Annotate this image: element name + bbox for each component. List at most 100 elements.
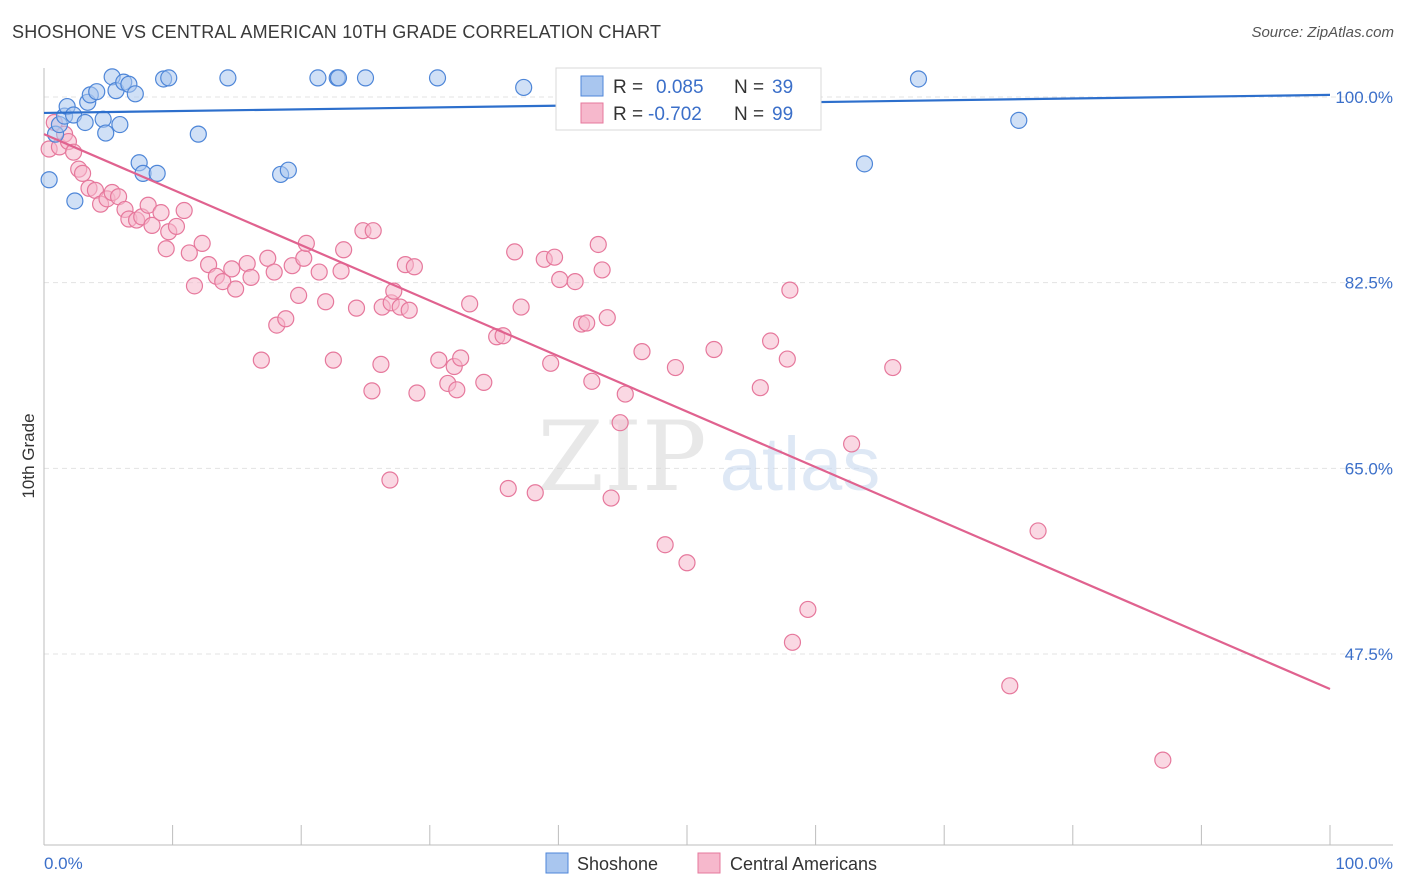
central-americans-point-101 bbox=[843, 435, 861, 453]
shoshone-point-25 bbox=[219, 69, 237, 87]
shoshone-r-value: 0.085 bbox=[656, 77, 704, 98]
central-americans-point-79 bbox=[551, 270, 569, 289]
central-americans-point-51 bbox=[363, 382, 381, 400]
watermark: ZIP atlas bbox=[537, 401, 880, 513]
central-americans-point-63 bbox=[430, 351, 448, 369]
x-tick-label-1: 100.0% bbox=[1335, 854, 1393, 873]
central-americans-point-72 bbox=[499, 479, 517, 498]
central-americans-point-75 bbox=[526, 484, 544, 502]
axes bbox=[43, 68, 1393, 846]
watermark-atlas: atlas bbox=[720, 422, 881, 507]
central-americans-point-20 bbox=[152, 204, 170, 222]
central-americans-point-41 bbox=[290, 286, 308, 304]
central-americans-point-93 bbox=[678, 554, 696, 572]
central-americans-point-45 bbox=[317, 293, 335, 311]
central-americans-point-105 bbox=[1154, 751, 1172, 769]
central-americans-point-44 bbox=[310, 263, 328, 281]
shoshone-swatch bbox=[580, 75, 604, 97]
central-americans-point-73 bbox=[506, 243, 524, 261]
central-americans-point-34 bbox=[242, 268, 260, 286]
central-americans-point-98 bbox=[781, 281, 799, 299]
central-americans-point-37 bbox=[265, 263, 283, 281]
central-americans-point-87 bbox=[602, 489, 620, 507]
central-americans-point-100 bbox=[799, 600, 817, 619]
central-americans-point-82 bbox=[578, 314, 596, 332]
central-americans-point-24 bbox=[175, 201, 193, 220]
central-americans-point-21 bbox=[157, 240, 175, 258]
central-americans-points bbox=[40, 113, 1172, 769]
central-americans-point-103 bbox=[1001, 677, 1019, 695]
central-americans-point-60 bbox=[400, 301, 418, 319]
legend-shoshone-swatch bbox=[545, 852, 569, 874]
bottom-legend: Shoshone Central Americans bbox=[545, 852, 877, 874]
central-americans-trend-line bbox=[43, 133, 1331, 691]
central-americans-point-66 bbox=[448, 381, 466, 399]
central-americans-point-69 bbox=[475, 373, 493, 391]
central-americans-point-27 bbox=[193, 234, 211, 253]
y-tick-label-1: 65.0% bbox=[1345, 459, 1393, 478]
central-americans-point-39 bbox=[277, 310, 295, 328]
central-americans-point-95 bbox=[751, 379, 769, 397]
central-americans-point-99 bbox=[783, 633, 802, 651]
central-americans-point-91 bbox=[656, 536, 674, 554]
shoshone-point-31 bbox=[356, 69, 375, 87]
central-americans-point-26 bbox=[185, 277, 204, 295]
legend-shoshone-label: Shoshone bbox=[577, 854, 658, 874]
central-americans-point-92 bbox=[666, 358, 685, 377]
central-americans-point-67 bbox=[452, 349, 470, 367]
shoshone-point-30 bbox=[329, 69, 348, 87]
central-americans-point-84 bbox=[589, 235, 607, 254]
central-r-value: -0.702 bbox=[648, 104, 702, 125]
central-n-value: 99 bbox=[772, 104, 793, 125]
legend-central-swatch bbox=[697, 852, 721, 874]
central-americans-point-19 bbox=[143, 216, 161, 234]
central-r-label: R = bbox=[613, 104, 643, 125]
grid-lines bbox=[44, 96, 1393, 655]
y-tick-label-0: 47.5% bbox=[1345, 645, 1393, 664]
central-americans-point-36 bbox=[259, 249, 277, 267]
central-americans-point-80 bbox=[566, 273, 584, 291]
shoshone-point-33 bbox=[515, 78, 533, 97]
shoshone-points bbox=[40, 68, 1028, 210]
central-americans-point-88 bbox=[611, 414, 629, 432]
central-n-label: N = bbox=[734, 104, 764, 125]
shoshone-point-36 bbox=[855, 155, 874, 173]
central-americans-point-48 bbox=[335, 241, 353, 259]
central-americans-point-25 bbox=[180, 244, 198, 262]
stats-legend: R = 0.085 N = 39 R = -0.702 N = 99 bbox=[555, 67, 822, 131]
central-americans-point-85 bbox=[593, 261, 611, 279]
central-americans-point-53 bbox=[372, 355, 390, 373]
y-axis-title: 10th Grade bbox=[19, 413, 38, 498]
central-americans-point-46 bbox=[324, 351, 342, 369]
shoshone-point-24 bbox=[189, 125, 207, 143]
trend-lines bbox=[43, 93, 1331, 691]
central-americans-point-35 bbox=[252, 351, 270, 369]
central-americans-point-104 bbox=[1029, 522, 1047, 540]
source-label: Source: ZipAtlas.com bbox=[1251, 24, 1394, 41]
shoshone-point-23 bbox=[160, 69, 178, 87]
central-americans-point-32 bbox=[227, 280, 245, 298]
central-americans-point-97 bbox=[778, 350, 796, 368]
central-americans-point-30 bbox=[214, 273, 232, 291]
shoshone-n-label: N = bbox=[734, 77, 764, 98]
shoshone-point-0 bbox=[40, 171, 58, 189]
chart-title: SHOSHONE VS CENTRAL AMERICAN 10TH GRADE … bbox=[12, 22, 662, 42]
central-americans-point-61 bbox=[405, 258, 423, 276]
shoshone-point-15 bbox=[111, 115, 129, 134]
x-tick-labels: 0.0% 100.0% bbox=[44, 854, 1393, 873]
shoshone-point-18 bbox=[126, 85, 144, 103]
central-americans-point-18 bbox=[139, 196, 157, 214]
central-americans-point-42 bbox=[295, 249, 313, 267]
shoshone-r-label: R = bbox=[613, 77, 643, 98]
central-americans-point-77 bbox=[542, 354, 560, 372]
x-tick-label-0: 0.0% bbox=[44, 854, 83, 873]
y-tick-label-2: 82.5% bbox=[1345, 274, 1393, 293]
shoshone-point-6 bbox=[66, 192, 84, 210]
central-americans-point-78 bbox=[545, 248, 564, 266]
shoshone-point-27 bbox=[279, 161, 297, 179]
central-swatch bbox=[580, 102, 604, 124]
central-americans-point-52 bbox=[364, 222, 382, 240]
central-americans-point-62 bbox=[408, 384, 426, 402]
shoshone-point-28 bbox=[309, 69, 327, 87]
y-tick-labels: 47.5% 65.0% 82.5% 100.0% bbox=[1335, 88, 1393, 664]
